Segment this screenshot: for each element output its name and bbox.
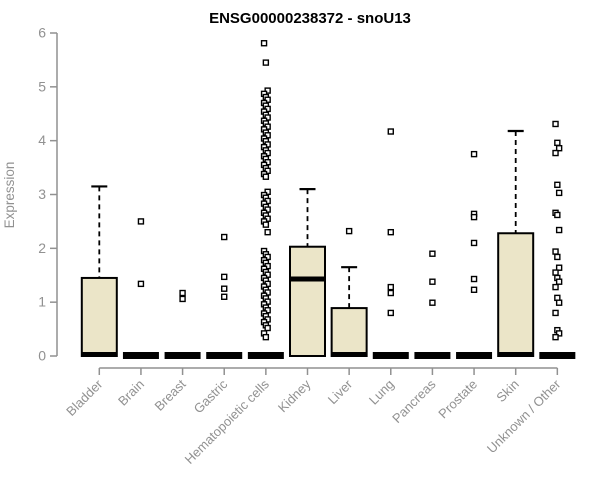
- outlier-point: [179, 295, 186, 303]
- outlier-point: [429, 250, 436, 257]
- y-axis-title: Expression: [2, 162, 17, 229]
- y-tick-label: 0: [38, 348, 46, 364]
- y-tick-label: 1: [38, 294, 46, 310]
- x-tick-label: Liver: [325, 376, 356, 407]
- outlier-point: [179, 289, 186, 297]
- outlier-point: [264, 253, 271, 261]
- outlier-point: [264, 289, 271, 296]
- x-tick-label: Skin: [493, 377, 521, 405]
- collapsed-box: [539, 352, 576, 359]
- outlier-point: [221, 233, 228, 241]
- outlier-point: [260, 40, 268, 47]
- outlier-point: [264, 87, 271, 94]
- outlier-point: [262, 221, 270, 228]
- outlier-point: [264, 206, 271, 213]
- outlier-point: [264, 228, 271, 236]
- outlier-point: [262, 59, 270, 66]
- chart-title: ENSG00000238372 - snoU13: [209, 10, 411, 27]
- box: [289, 245, 326, 358]
- outlier-point: [137, 218, 145, 225]
- x-tick-label: Prostate: [435, 377, 480, 422]
- outlier-point: [264, 324, 271, 332]
- outlier-point: [552, 333, 559, 341]
- outlier-point: [552, 309, 559, 317]
- collapsed-box: [122, 352, 159, 359]
- y-tick-label: 4: [38, 132, 46, 148]
- collapsed-box: [206, 352, 243, 359]
- outlier-point: [554, 139, 561, 147]
- box: [330, 307, 368, 358]
- outlier-point: [552, 120, 559, 128]
- box: [80, 276, 118, 358]
- outlier-point: [552, 248, 559, 255]
- outlier-point: [470, 286, 478, 293]
- outlier-point: [555, 278, 563, 285]
- x-tick-label: Brain: [115, 377, 147, 409]
- outlier-point: [387, 128, 394, 135]
- x-tick-label: Gastric: [191, 376, 231, 416]
- collapsed-box: [414, 352, 451, 359]
- outlier-point: [470, 239, 478, 247]
- outlier-point: [555, 330, 563, 337]
- outlier-point: [555, 264, 563, 271]
- outlier-point: [264, 167, 271, 175]
- box: [497, 232, 535, 357]
- x-tick-label: Bladder: [63, 376, 106, 419]
- collapsed-box: [247, 352, 284, 359]
- x-tick-label: Pancreas: [389, 376, 439, 426]
- outlier-point: [470, 213, 478, 221]
- outlier-point: [552, 149, 559, 157]
- outlier-point: [470, 275, 478, 283]
- outlier-point: [262, 173, 270, 180]
- y-tick-label: 6: [38, 25, 46, 41]
- outlier-point: [555, 226, 563, 234]
- outlier-point: [555, 145, 563, 152]
- outlier-point: [554, 253, 561, 261]
- x-tick-label: Unknown / Other: [484, 376, 564, 456]
- outlier-point: [221, 285, 228, 292]
- outlier-point: [554, 181, 561, 189]
- y-tick-label: 2: [38, 240, 46, 256]
- outlier-point: [345, 227, 353, 235]
- outlier-point: [264, 114, 271, 121]
- outlier-point: [264, 271, 271, 278]
- outlier-point: [137, 280, 145, 288]
- outlier-point: [387, 309, 394, 317]
- outlier-point: [429, 278, 436, 285]
- outlier-point: [262, 333, 270, 341]
- outlier-point: [555, 299, 563, 306]
- outlier-point: [387, 289, 394, 297]
- outlier-point: [554, 211, 561, 219]
- outlier-point: [552, 283, 559, 291]
- outlier-point: [387, 283, 394, 291]
- outlier-point: [555, 189, 563, 197]
- x-tick-label: Breast: [152, 376, 189, 413]
- outlier-point: [221, 273, 228, 281]
- outlier-point: [429, 299, 436, 306]
- y-tick-label: 5: [38, 78, 46, 94]
- outlier-point: [264, 96, 271, 103]
- y-tick-label: 3: [38, 186, 46, 202]
- collapsed-box: [456, 352, 493, 359]
- outlier-point: [264, 149, 271, 157]
- outlier-point: [264, 132, 271, 139]
- outlier-point: [470, 150, 478, 158]
- outlier-point: [552, 269, 559, 276]
- outlier-point: [264, 307, 271, 314]
- x-tick-label: Kidney: [275, 376, 314, 415]
- collapsed-box: [372, 352, 409, 359]
- outlier-point: [387, 228, 394, 236]
- collapsed-box: [164, 352, 201, 359]
- outlier-point: [221, 293, 228, 300]
- x-tick-label: Lung: [366, 377, 397, 408]
- outlier-point: [264, 188, 271, 196]
